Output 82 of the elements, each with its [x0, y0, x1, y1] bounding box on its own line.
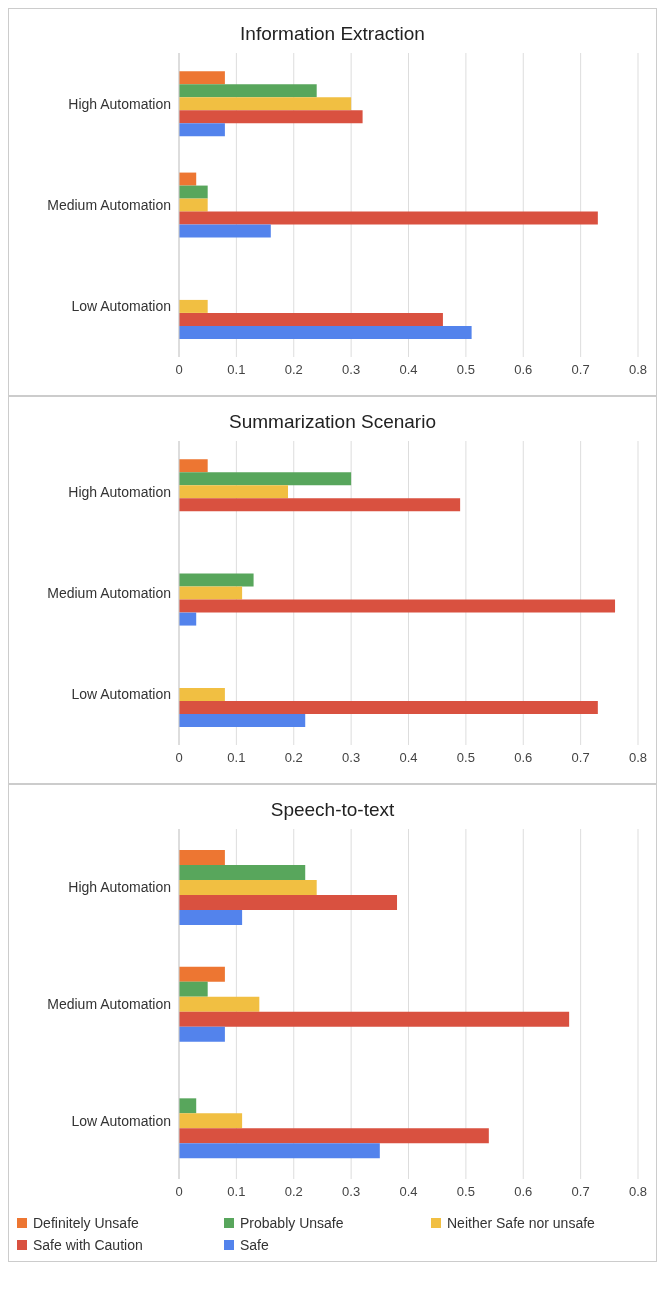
bar [179, 172, 197, 186]
bar [179, 459, 208, 473]
bar [179, 1143, 380, 1159]
y-tick-label: Low Automation [71, 298, 171, 315]
bar [179, 498, 461, 512]
x-tick-label: 0.2 [284, 362, 303, 378]
x-tick-label: 0.6 [514, 362, 533, 378]
y-tick-label: Low Automation [71, 1112, 171, 1129]
bar [179, 110, 363, 124]
bar [179, 1011, 570, 1027]
bar [179, 312, 443, 326]
x-tick-label: 0 [175, 750, 183, 766]
bar [179, 910, 243, 925]
chart-title: Summarization Scenario [228, 410, 437, 433]
bar [179, 599, 616, 613]
legend-label: Neither Safe nor unsafe [447, 1215, 595, 1231]
bar [179, 850, 225, 865]
y-tick-label: High Automation [68, 879, 171, 896]
bar [179, 573, 254, 587]
y-tick-label: Medium Automation [47, 196, 171, 213]
x-tick-label: 0.5 [456, 1184, 475, 1200]
legend-label: Safe with Caution [33, 1237, 143, 1253]
bar [179, 185, 208, 199]
x-tick-label: 0.3 [342, 1184, 361, 1200]
y-tick-label: High Automation [68, 95, 171, 112]
x-tick-label: 0.7 [571, 750, 590, 766]
bar [179, 123, 225, 137]
x-tick-label: 0 [175, 362, 183, 378]
x-tick-label: 0.2 [284, 1184, 303, 1200]
bar [179, 865, 306, 880]
x-tick-label: 0.8 [628, 750, 648, 766]
x-tick-label: 0.3 [342, 750, 361, 766]
bar [179, 687, 225, 701]
bar [179, 71, 225, 85]
bar [179, 586, 243, 600]
bar [179, 485, 289, 499]
bar [179, 996, 260, 1012]
bar [179, 1098, 197, 1114]
x-tick-label: 0.4 [399, 1184, 418, 1200]
y-tick-label: Low Automation [71, 686, 171, 703]
bar [179, 224, 271, 238]
bar [179, 713, 306, 727]
y-tick-label: High Automation [68, 483, 171, 500]
bar [179, 198, 208, 212]
chart-title: Information Extraction [239, 22, 426, 45]
bar [179, 1026, 225, 1042]
x-tick-label: 0.1 [227, 362, 246, 378]
bar [179, 299, 208, 313]
x-tick-label: 0.4 [399, 362, 418, 378]
x-tick-label: 0.8 [628, 362, 648, 378]
x-tick-label: 0.6 [514, 750, 533, 766]
chart-title: Speech-to-text [269, 798, 396, 821]
bar [179, 211, 598, 225]
bar [179, 1113, 243, 1129]
x-tick-label: 0.3 [342, 362, 361, 378]
bar [179, 895, 398, 910]
x-tick-label: 0.8 [628, 1184, 648, 1200]
bar [179, 981, 208, 997]
x-tick-label: 0.2 [284, 750, 303, 766]
legend-label: Safe [240, 1237, 269, 1253]
x-tick-label: 0.7 [571, 1184, 590, 1200]
bar [179, 966, 225, 982]
x-tick-label: 0.5 [456, 750, 475, 766]
bar [179, 700, 598, 714]
x-tick-label: 0.1 [227, 750, 246, 766]
bar [179, 97, 352, 111]
x-tick-label: 0.4 [399, 750, 418, 766]
y-tick-label: Medium Automation [47, 584, 171, 601]
bar [179, 325, 472, 339]
x-tick-label: 0.7 [571, 362, 590, 378]
bar [179, 1128, 489, 1144]
bar [179, 84, 317, 98]
bar [179, 880, 317, 895]
x-tick-label: 0.1 [227, 1184, 246, 1200]
x-tick-label: 0.6 [514, 1184, 533, 1200]
x-tick-label: 0 [175, 1184, 183, 1200]
legend-label: Definitely Unsafe [33, 1215, 139, 1231]
x-tick-label: 0.5 [456, 362, 475, 378]
bar [179, 612, 197, 626]
legend-label: Probably Unsafe [240, 1215, 344, 1231]
y-tick-label: Medium Automation [47, 995, 171, 1012]
bar [179, 472, 352, 486]
